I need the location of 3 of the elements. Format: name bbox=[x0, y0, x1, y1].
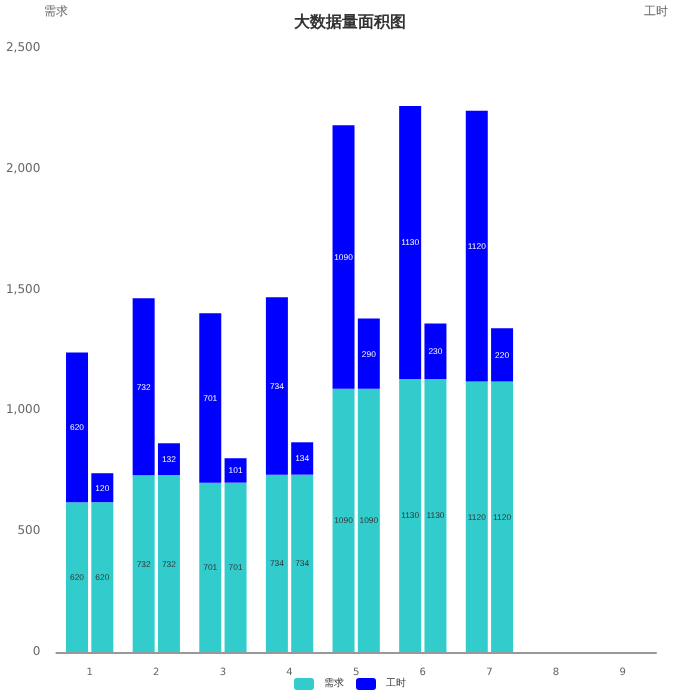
chart-title: 大数据量面积图 bbox=[294, 13, 406, 31]
bar bbox=[199, 313, 222, 483]
bar bbox=[224, 458, 247, 483]
